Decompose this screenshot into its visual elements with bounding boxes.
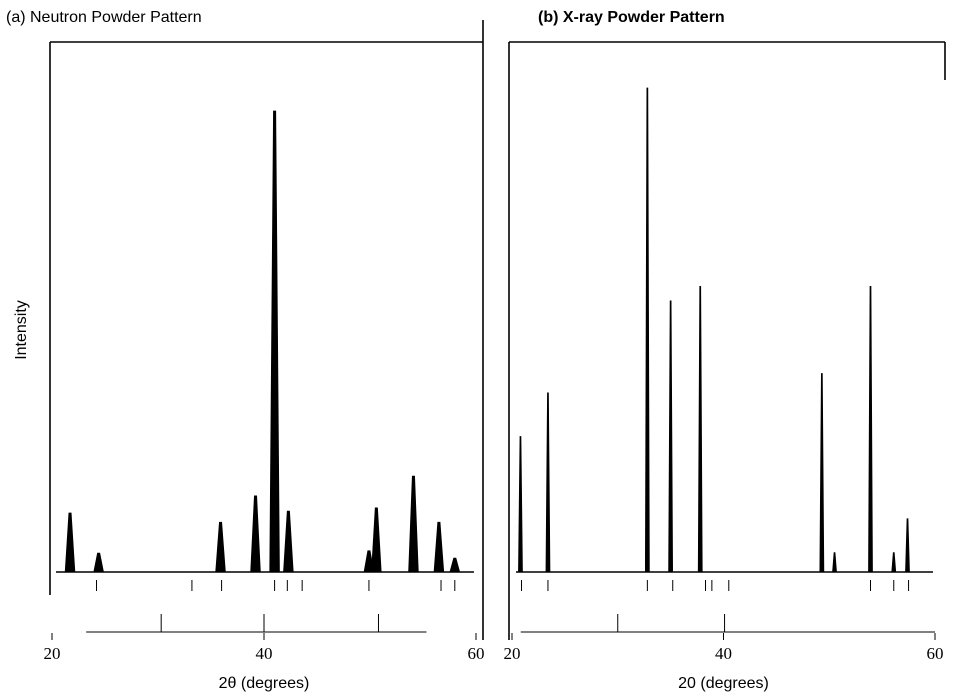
panel-title: (b) X-ray Powder Pattern bbox=[538, 9, 725, 26]
peak bbox=[518, 436, 523, 573]
y-axis-label: Intensity bbox=[13, 300, 30, 360]
x-tick-label: 60 bbox=[927, 644, 944, 663]
peak bbox=[868, 286, 873, 573]
peak bbox=[832, 552, 837, 573]
peak bbox=[891, 552, 897, 573]
peak bbox=[64, 512, 76, 573]
x-tick-label: 20 bbox=[44, 644, 61, 663]
peak bbox=[371, 507, 382, 573]
peak bbox=[269, 110, 280, 573]
peak bbox=[644, 87, 650, 573]
peak bbox=[449, 557, 461, 573]
peak bbox=[697, 286, 703, 573]
peak bbox=[545, 392, 551, 573]
peak bbox=[363, 550, 375, 573]
x-axis-label: 20 (degrees) bbox=[678, 675, 769, 692]
peak bbox=[408, 475, 419, 573]
peak bbox=[433, 521, 445, 573]
peak bbox=[215, 521, 226, 573]
x-tick-label: 20 bbox=[504, 644, 521, 663]
x-axis-label: 2θ (degrees) bbox=[219, 675, 310, 692]
peak bbox=[905, 518, 910, 573]
panel-title: (a) Neutron Powder Pattern bbox=[6, 9, 202, 26]
x-tick-label: 60 bbox=[468, 644, 485, 663]
x-tick-label: 40 bbox=[256, 644, 273, 663]
peak bbox=[250, 495, 261, 573]
peak bbox=[283, 510, 294, 573]
peak bbox=[819, 373, 825, 573]
peak bbox=[93, 552, 104, 573]
x-tick-label: 40 bbox=[715, 644, 732, 663]
peak bbox=[668, 300, 674, 573]
